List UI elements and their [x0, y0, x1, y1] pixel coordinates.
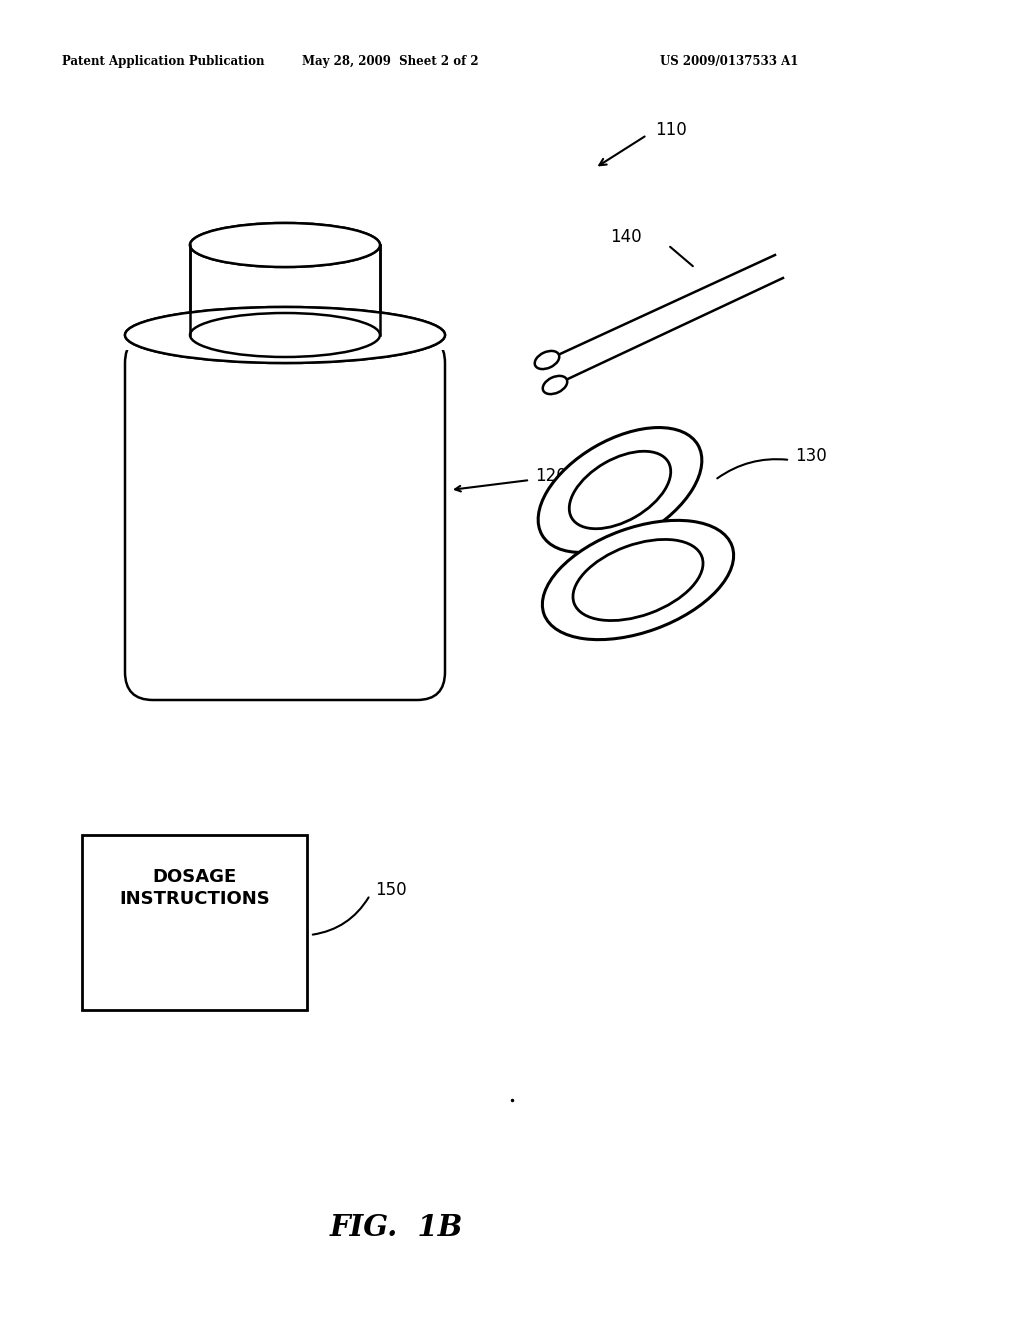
Ellipse shape: [535, 351, 559, 370]
Ellipse shape: [190, 313, 380, 356]
Text: Patent Application Publication: Patent Application Publication: [62, 55, 264, 69]
Text: US 2009/0137533 A1: US 2009/0137533 A1: [660, 55, 799, 69]
Text: 140: 140: [610, 228, 642, 246]
Ellipse shape: [125, 308, 445, 363]
Ellipse shape: [125, 308, 445, 363]
Text: 110: 110: [655, 121, 687, 139]
FancyBboxPatch shape: [125, 335, 445, 700]
Ellipse shape: [539, 428, 701, 553]
Text: May 28, 2009  Sheet 2 of 2: May 28, 2009 Sheet 2 of 2: [302, 55, 478, 69]
Text: FIG.  1B: FIG. 1B: [330, 1213, 464, 1242]
Ellipse shape: [190, 223, 380, 267]
Text: INSTRUCTIONS: INSTRUCTIONS: [119, 890, 270, 908]
Text: 130: 130: [795, 447, 826, 465]
Text: DOSAGE: DOSAGE: [153, 869, 237, 886]
Ellipse shape: [573, 540, 703, 620]
Ellipse shape: [569, 451, 671, 529]
Ellipse shape: [190, 223, 380, 267]
Ellipse shape: [190, 313, 380, 356]
Bar: [82, 836, 307, 1010]
Ellipse shape: [543, 376, 567, 395]
Text: 120: 120: [535, 467, 566, 484]
Bar: [125, 330, 445, 350]
Text: 150: 150: [375, 880, 407, 899]
Ellipse shape: [543, 520, 733, 640]
